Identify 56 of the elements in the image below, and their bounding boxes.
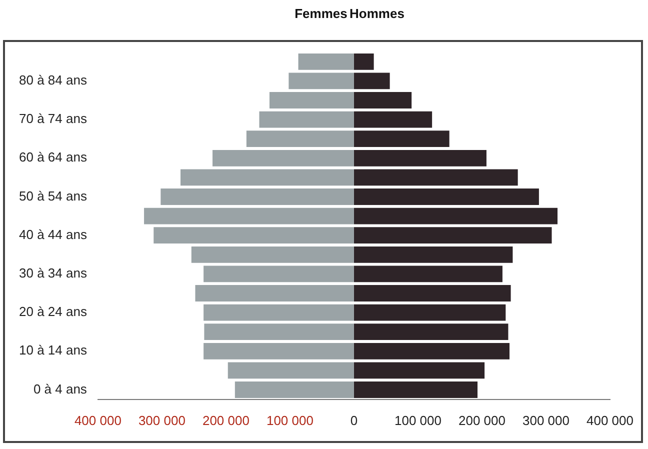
x-tick-label: 400 000 [74,412,122,428]
x-tick-label: 300 000 [522,412,570,428]
y-tick-label: 20 à 24 ans [18,304,88,320]
bar [246,130,354,148]
x-tick-label: 0 [350,412,358,428]
y-tick-label: 60 à 64 ans [18,150,88,165]
y-tick-label: 80 à 84 ans [18,72,88,88]
y-tick-label: 0 à 4 ans [33,381,88,396]
bar [354,342,510,360]
bar [228,362,354,379]
bar [354,169,518,186]
bar [204,304,354,321]
bar [354,246,513,263]
bar [160,188,354,205]
bar [354,72,390,90]
bar [259,111,354,128]
bar [354,92,412,108]
bar [354,53,374,70]
bar [234,382,354,398]
bar [354,285,511,302]
bar [288,72,354,90]
y-tick-label: 30 à 34 ans [18,266,88,281]
bar [354,324,508,340]
bar [212,150,354,166]
bar [354,227,552,244]
bar [195,285,354,302]
bar [269,92,354,108]
bar [354,208,558,224]
bar [204,266,354,282]
y-tick-label: 50 à 54 ans [18,188,88,204]
bar [354,304,506,321]
bar [354,382,478,398]
bar [354,130,450,148]
x-tick-label: 100 000 [394,412,442,428]
bar [298,53,354,70]
bar [191,246,354,263]
bar [354,150,486,166]
bar [180,169,354,186]
bar [354,111,432,128]
x-tick-label: 200 000 [202,412,250,428]
y-tick-label: 10 à 14 ans [18,342,88,358]
x-tick-label: 100 000 [266,412,314,428]
bar [354,362,485,379]
x-tick-label: 300 000 [138,412,186,428]
bar [154,227,354,244]
bar [144,208,354,224]
bar [354,188,539,205]
x-tick-label: 200 000 [458,412,506,428]
x-tick-label: 400 000 [586,412,634,428]
text: Hommes [350,6,404,21]
text: Femmes [294,6,348,21]
y-tick-label: 40 à 44 ans [18,226,88,242]
bar [354,266,502,282]
bar [204,342,354,360]
bar [204,324,354,340]
y-tick-label: 70 à 74 ans [18,111,88,126]
